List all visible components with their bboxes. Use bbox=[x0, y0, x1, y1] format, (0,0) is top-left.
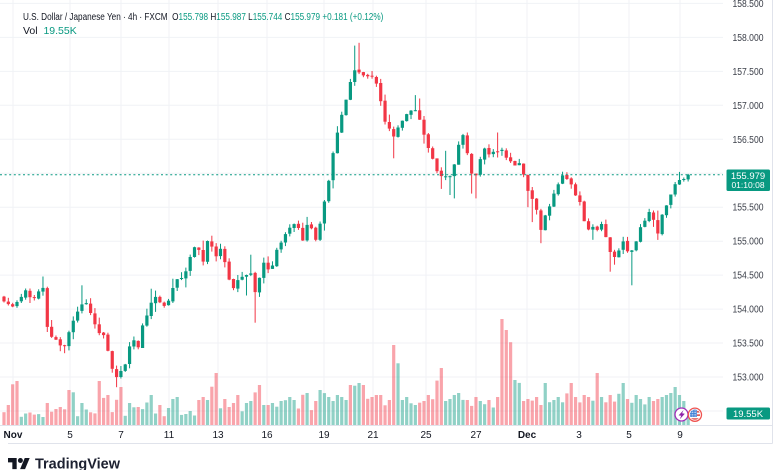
svg-text:13: 13 bbox=[212, 430, 224, 441]
svg-text:21: 21 bbox=[367, 430, 379, 441]
svg-text:Dec: Dec bbox=[518, 430, 537, 441]
svg-text:27: 27 bbox=[470, 430, 482, 441]
svg-text:Vol 19.55K: Vol 19.55K bbox=[23, 25, 77, 37]
svg-text:5: 5 bbox=[67, 430, 73, 441]
svg-text:3: 3 bbox=[576, 430, 582, 441]
svg-text:25: 25 bbox=[420, 430, 432, 441]
svg-text:157.500: 157.500 bbox=[733, 67, 764, 78]
svg-text:158.500: 158.500 bbox=[733, 0, 764, 10]
svg-text:154.000: 154.000 bbox=[733, 305, 764, 316]
svg-text:11: 11 bbox=[164, 430, 175, 441]
svg-text:19.55K: 19.55K bbox=[733, 409, 764, 420]
svg-text:153.500: 153.500 bbox=[733, 339, 764, 350]
svg-text:156.500: 156.500 bbox=[733, 135, 764, 146]
svg-text:157.000: 157.000 bbox=[733, 101, 764, 112]
svg-text:TradingView: TradingView bbox=[35, 456, 120, 470]
svg-text:158.000: 158.000 bbox=[733, 33, 764, 44]
svg-text:9: 9 bbox=[677, 430, 683, 441]
svg-text:7: 7 bbox=[118, 430, 124, 441]
svg-text:U.S. Dollar / Japanese Yen · 4: U.S. Dollar / Japanese Yen · 4h · FXCM O… bbox=[23, 10, 383, 22]
svg-text:Nov: Nov bbox=[4, 430, 23, 441]
svg-text:19: 19 bbox=[318, 430, 330, 441]
svg-text:16: 16 bbox=[261, 430, 273, 441]
svg-text:155.500: 155.500 bbox=[733, 203, 764, 214]
svg-text:155.979: 155.979 bbox=[731, 171, 765, 182]
svg-text:155.000: 155.000 bbox=[733, 237, 764, 248]
svg-text:5: 5 bbox=[626, 430, 632, 441]
svg-text:01:10:08: 01:10:08 bbox=[731, 180, 764, 190]
svg-text:154.500: 154.500 bbox=[733, 271, 764, 282]
svg-text:153.000: 153.000 bbox=[733, 373, 764, 384]
